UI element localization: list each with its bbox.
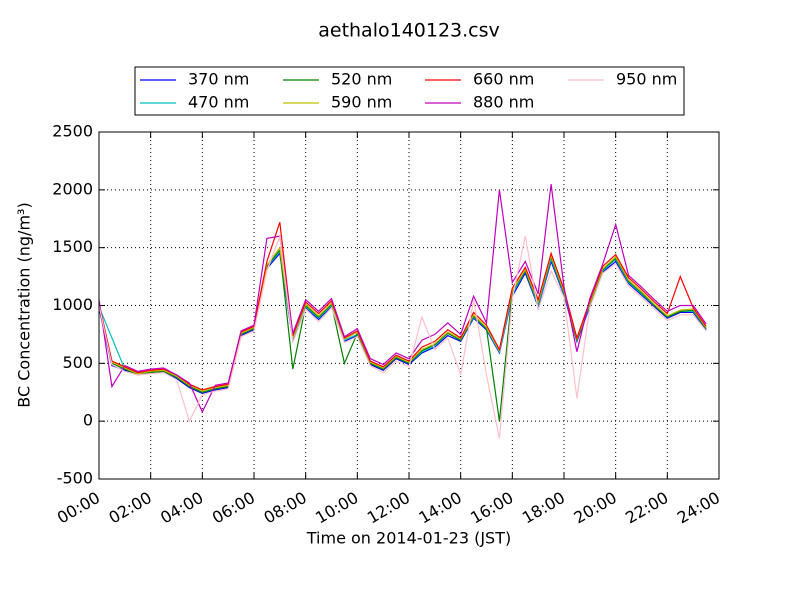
y-tick-label: 2000 (52, 179, 93, 198)
legend-label: 950 nm (616, 70, 677, 89)
series-line (98, 252, 707, 395)
chart-title: aethalo140123.csv (318, 20, 500, 42)
series-line (98, 222, 707, 391)
legend-label: 880 nm (473, 93, 534, 112)
legend: 370 nm 470 nm 520 nm 590 nm 660 nm 880 nm 950 … (140, 70, 677, 112)
y-tick-label: 0 (83, 411, 93, 430)
y-tick-label: 1500 (52, 237, 93, 256)
series-line (98, 246, 707, 392)
legend-label: 470 nm (188, 93, 249, 112)
legend-label: 590 nm (331, 93, 392, 112)
legend-label: 520 nm (331, 70, 392, 89)
legend-box (134, 66, 685, 116)
series-line (98, 235, 707, 439)
series-line (98, 184, 707, 414)
y-tick-label: -500 (57, 469, 93, 488)
y-axis-label: BC Concentration (ng/m³) (15, 202, 34, 407)
series-line (98, 248, 707, 422)
legend-label: 660 nm (473, 70, 534, 89)
y-tick-label: 500 (62, 353, 93, 372)
x-axis-label: Time on 2014-01-23 (JST) (306, 529, 511, 548)
legend-label: 370 nm (188, 70, 249, 89)
y-tick-label: 1000 (52, 295, 93, 314)
plot-frame (98, 131, 720, 480)
y-tick-label: 2500 (52, 122, 93, 141)
